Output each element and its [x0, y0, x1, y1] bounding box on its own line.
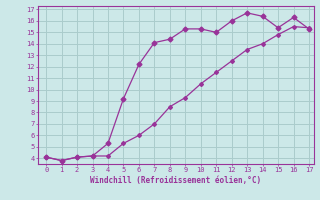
- X-axis label: Windchill (Refroidissement éolien,°C): Windchill (Refroidissement éolien,°C): [91, 176, 261, 185]
